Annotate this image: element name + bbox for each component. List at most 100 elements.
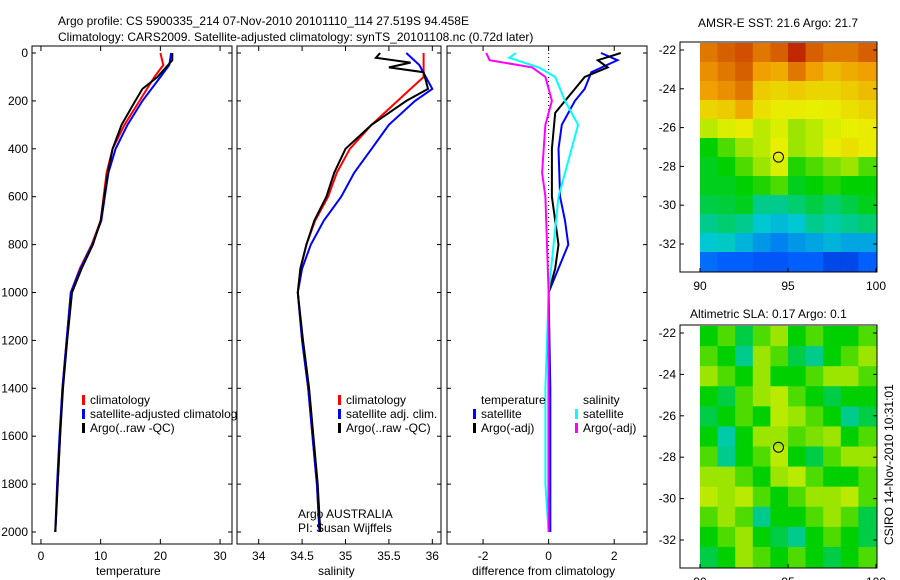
heatmap-cell xyxy=(840,62,859,82)
heatmap-cell xyxy=(840,546,859,568)
heatmap-cell xyxy=(858,43,877,63)
heatmap-cell xyxy=(717,176,736,196)
heatmap-cell xyxy=(788,506,807,528)
heatmap-cell xyxy=(788,214,807,234)
heatmap-cell xyxy=(770,366,789,387)
heatmap-cell xyxy=(823,546,842,568)
heatmap-cell xyxy=(823,426,842,447)
heatmap-cell xyxy=(805,119,824,139)
heatmap-cell xyxy=(735,546,754,568)
heatmap-cell xyxy=(752,346,771,367)
lat-tick-label: -24 xyxy=(659,367,677,381)
heatmap-cell xyxy=(840,386,859,407)
heatmap-cell xyxy=(840,346,859,367)
heatmap-cell xyxy=(770,526,789,548)
heatmap-cell xyxy=(858,214,877,234)
heatmap-cell xyxy=(717,506,736,528)
heatmap-cell xyxy=(805,176,824,196)
sla-map-title: Altimetric SLA: 0.17 Argo: 0.1 xyxy=(690,307,847,321)
heatmap-cell xyxy=(752,406,771,427)
heatmap-cell xyxy=(805,466,824,488)
heatmap-cell xyxy=(717,81,736,101)
heatmap-cell xyxy=(823,366,842,387)
heatmap-cell xyxy=(823,446,842,468)
heatmap-cell xyxy=(823,138,842,158)
legend-swatch xyxy=(82,395,85,405)
heatmap-cell xyxy=(858,546,877,568)
heatmap-cell xyxy=(805,195,824,215)
heatmap-cell xyxy=(700,486,719,508)
heatmap-cell xyxy=(752,526,771,548)
heatmap-cell xyxy=(735,157,754,177)
heatmap-cell xyxy=(770,426,789,447)
heatmap-cell xyxy=(717,346,736,367)
heatmap-cell xyxy=(858,62,877,82)
legend-label: satellite adj. clim. xyxy=(346,407,437,421)
heatmap-cell xyxy=(788,326,807,347)
heatmap-cell xyxy=(717,526,736,548)
legend-swatch xyxy=(473,423,476,433)
legend-swatch xyxy=(82,423,85,433)
y-tick-label: 2000 xyxy=(1,525,28,539)
panel-frame xyxy=(236,45,442,545)
heatmap-cell xyxy=(752,43,771,63)
heatmap-cell xyxy=(805,252,824,272)
heatmap-cell xyxy=(788,466,807,488)
legend-label: Argo(-adj) xyxy=(583,421,636,435)
heatmap-cell xyxy=(700,526,719,548)
legend-label: satellite xyxy=(583,407,624,421)
heatmap-cell xyxy=(840,252,859,272)
watermark: CSIRO 14-Nov-2010 10:31:01 xyxy=(882,384,896,545)
heatmap-cell xyxy=(700,233,719,253)
heatmap-cell xyxy=(858,252,877,272)
x-tick-label: 35 xyxy=(339,549,353,563)
y-tick-label: 1400 xyxy=(1,381,28,395)
y-tick-label: 800 xyxy=(8,238,28,252)
lon-tick-label: 100 xyxy=(866,279,886,293)
heatmap-cell xyxy=(770,195,789,215)
heatmap-cell xyxy=(805,81,824,101)
heatmap-cell xyxy=(752,119,771,139)
heatmap-cell xyxy=(770,176,789,196)
heatmap-cell xyxy=(700,366,719,387)
y-tick-label: 400 xyxy=(8,142,28,156)
heatmap-cell xyxy=(858,506,877,528)
heatmap-cell xyxy=(823,119,842,139)
heatmap-cell xyxy=(805,406,824,427)
heatmap-cell xyxy=(700,506,719,528)
heatmap-cell xyxy=(805,326,824,347)
heatmap-cell xyxy=(770,466,789,488)
legend-label: climatology xyxy=(90,393,150,407)
heatmap-cell xyxy=(752,366,771,387)
heatmap-cell xyxy=(805,346,824,367)
heatmap-cell xyxy=(840,406,859,427)
heatmap-cell xyxy=(788,62,807,82)
heatmap-cell xyxy=(823,100,842,120)
heatmap-cell xyxy=(840,195,859,215)
heatmap-cell xyxy=(735,326,754,347)
heatmap-cell xyxy=(788,546,807,568)
heatmap-cell xyxy=(735,486,754,508)
heatmap-cell xyxy=(700,81,719,101)
heatmap-cell xyxy=(788,81,807,101)
heatmap-cell xyxy=(735,138,754,158)
heatmap-cell xyxy=(805,62,824,82)
heatmap-cell xyxy=(752,138,771,158)
heatmap-cell xyxy=(840,506,859,528)
heatmap-cell xyxy=(700,406,719,427)
heatmap-cell xyxy=(840,446,859,468)
heatmap-cell xyxy=(805,386,824,407)
heatmap-cell xyxy=(735,406,754,427)
heatmap-cell xyxy=(840,326,859,347)
heatmap-cell xyxy=(770,446,789,468)
heatmap-cell xyxy=(735,426,754,447)
heatmap-cell xyxy=(700,252,719,272)
heatmap-cell xyxy=(700,386,719,407)
annotation-line-1: Argo AUSTRALIA xyxy=(298,507,393,521)
x-tick-label: 20 xyxy=(154,549,168,563)
heatmap-cell xyxy=(752,81,771,101)
heatmap-cell xyxy=(752,195,771,215)
heatmap-cell xyxy=(770,81,789,101)
heatmap-cell xyxy=(805,446,824,468)
series-line-satellite-adj-clim- xyxy=(296,52,434,533)
